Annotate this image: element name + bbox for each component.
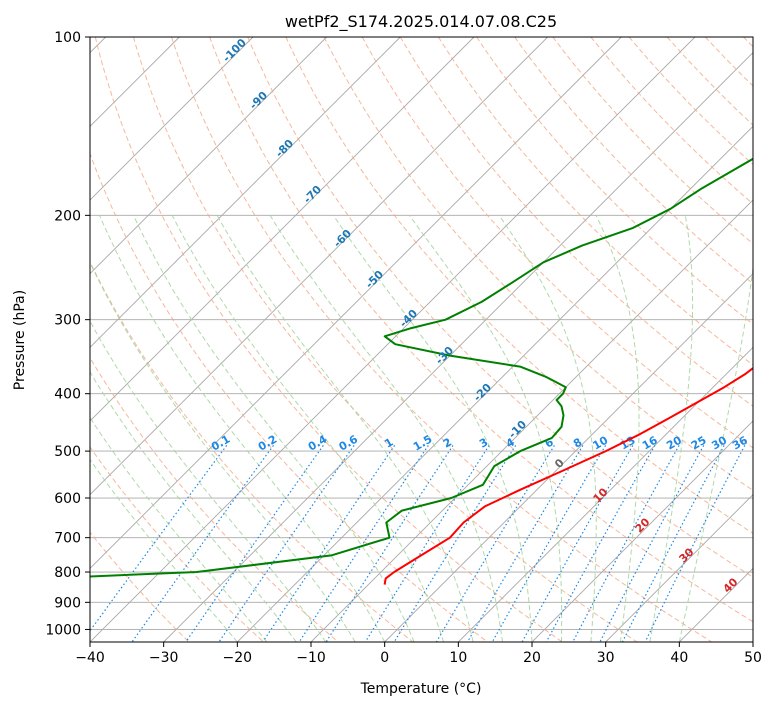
dry-adiabat-line (399, 37, 753, 407)
y-tick-label: 800 (54, 565, 81, 581)
y-tick-label: 500 (54, 444, 81, 460)
x-axis-label: Temperature (°C) (360, 681, 482, 697)
y-tick-label: 100 (54, 30, 81, 46)
dry-adiabat-line (437, 37, 753, 366)
chart-title: wetPf2_S174.2025.014.07.08.C25 (285, 12, 557, 32)
dry-adiabat-line (90, 260, 414, 642)
isotherm-line (90, 37, 696, 642)
mixing-ratio-line (621, 445, 725, 642)
isotherm-line (458, 346, 753, 642)
moist-adiabat-line (90, 416, 268, 642)
y-axis: 100 200 300 400 500 600 700 800 900 1000 (45, 30, 90, 638)
dry-adiabat-line (94, 37, 563, 642)
x-tick-label: −10 (296, 650, 326, 666)
moist-adiabat-line (133, 215, 415, 642)
mixing-ratio-line (364, 445, 490, 642)
moist-adiabat-lines (90, 215, 753, 642)
mixing-ratio-line (572, 445, 680, 642)
x-tick-label: 0 (380, 650, 389, 666)
y-tick-label: 300 (54, 313, 81, 329)
moist-adiabat-line (269, 215, 503, 642)
moist-adiabat-line (498, 215, 597, 642)
dry-adiabat-line (90, 446, 264, 642)
isotherm-line (163, 52, 753, 642)
mixing-ratio-line (521, 445, 634, 642)
mixing-ratio-lines: 0.1 0.2 0.4 0.6 1 1.5 2 3 4 6 8 10 13 16 20 25 30 36 (90, 432, 750, 642)
isotherm-line (90, 37, 475, 422)
moist-adiabat-line (90, 320, 327, 642)
dry-adiabat-line (323, 37, 753, 491)
mixing-ratio-line (491, 445, 607, 642)
x-axis: −40 −30 −20 −10 0 10 20 30 40 50 (75, 642, 762, 666)
series-lines (90, 157, 753, 585)
y-tick-label: 700 (54, 531, 81, 547)
x-tick-label: 50 (744, 650, 762, 666)
x-tick-label: 10 (449, 650, 467, 666)
moist-adiabat-line (90, 261, 356, 642)
isotherm-line (531, 420, 753, 642)
dry-adiabat-line (628, 37, 753, 166)
x-tick-label: 30 (597, 650, 615, 666)
x-tick-label: −40 (75, 650, 105, 666)
y-tick-label: 900 (54, 595, 81, 611)
plot-frame (89, 36, 754, 643)
moist-adiabat-line (649, 215, 694, 642)
series-line (90, 157, 753, 578)
y-tick-label: 200 (54, 208, 81, 224)
mixing-ratio-line (131, 445, 274, 642)
dry-adiabat-line (514, 37, 753, 285)
moist-adiabat-line (90, 458, 238, 642)
dry-adiabat-line (132, 37, 638, 642)
isotherm-line (90, 37, 401, 348)
mixing-ratio-line (185, 445, 324, 642)
moist-adiabat-line (90, 370, 297, 642)
dry-adiabat-line (209, 37, 753, 623)
mixing-ratio-line (599, 445, 705, 642)
mixing-ratio-line (644, 445, 746, 642)
series-line (383, 366, 753, 585)
mixing-ratio-line (393, 445, 517, 642)
dry-adiabat-line (90, 152, 488, 642)
isotherm-line (237, 125, 753, 642)
mixing-ratio-line (545, 445, 656, 642)
mixing-ratio-line (262, 445, 396, 642)
y-tick-label: 600 (54, 491, 81, 507)
isotherm-line (384, 273, 753, 642)
mixing-ratio-line (298, 445, 429, 642)
pressure-gridlines (90, 37, 753, 630)
isotherm-line (90, 37, 548, 496)
dry-adiabat-line (552, 37, 753, 245)
x-tick-label: 20 (523, 650, 541, 666)
isotherm-line (90, 37, 622, 569)
moist-adiabat-line (595, 215, 640, 642)
moist-adiabat-line (99, 215, 386, 642)
y-axis-label: Pressure (hPa) (12, 290, 28, 390)
isotherm-lines (90, 37, 753, 642)
mixing-ratio-line (90, 445, 228, 632)
dry-adiabat-line (361, 37, 753, 449)
dry-adiabat-line (171, 37, 712, 642)
moist-adiabat-line (408, 215, 563, 642)
x-tick-label: 40 (670, 650, 688, 666)
isotherm-line (605, 494, 753, 642)
moist-adiabat-line (171, 215, 445, 642)
moist-adiabat-line (678, 264, 753, 642)
mixing-ratio-line (325, 445, 454, 642)
isotherm-line (90, 37, 254, 201)
dry-adiabat-line (285, 37, 753, 535)
x-tick-label: −20 (223, 650, 253, 666)
dry-adiabat-line (247, 37, 753, 578)
y-tick-label: 400 (54, 387, 81, 403)
dry-adiabat-lines (90, 37, 753, 642)
x-tick-label: −30 (149, 650, 179, 666)
isotherm-line (90, 37, 327, 275)
y-tick-label: 1000 (45, 622, 81, 638)
